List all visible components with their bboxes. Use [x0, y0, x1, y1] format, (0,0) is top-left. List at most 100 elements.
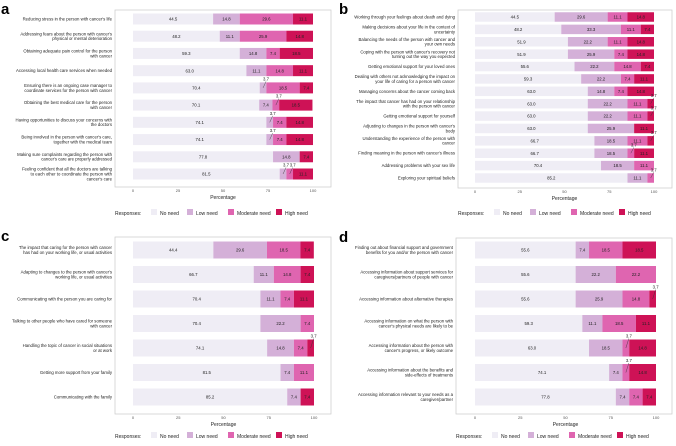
- legend-title: Responses:: [458, 211, 484, 217]
- data-label: 29.6: [262, 17, 271, 22]
- category-label-line: cancer's progress, or likely outcome: [385, 348, 454, 353]
- data-label: 14.8: [637, 52, 646, 57]
- legend-entry: Low need: [196, 434, 218, 440]
- x-tick-label: 75: [267, 415, 272, 420]
- category-label-line: Handling the topic of cancer in social s…: [23, 343, 112, 348]
- data-label: 44.5: [169, 17, 178, 22]
- data-label: 7.4: [298, 346, 305, 351]
- bar-segment-low-need: [213, 241, 267, 259]
- x-axis-label: Percentage: [553, 422, 579, 428]
- data-label: 70.4: [534, 163, 543, 168]
- x-tick-label: 50: [221, 188, 226, 193]
- category-label-line: Accessing information about support serv…: [360, 270, 453, 275]
- legend-entry: Moderate need: [237, 211, 271, 217]
- bar-segment-high-need: [647, 136, 654, 146]
- data-label: 63.0: [528, 346, 537, 351]
- category-label: Accessing information on what the person…: [364, 319, 453, 329]
- category-label-line: Addressing fears about the person with c…: [20, 31, 112, 36]
- legend-title: Responses:: [115, 434, 141, 440]
- bar-segment-moderate-need: [620, 74, 635, 84]
- bar-row: Making sure complaints regarding the per…: [17, 151, 313, 163]
- data-label: 14.8: [295, 137, 304, 142]
- x-axis-label: Percentage: [210, 195, 236, 201]
- category-label: Obtaining adequate pain control for the …: [23, 49, 112, 59]
- category-label-line: Getting emotional support for your loved…: [368, 64, 455, 69]
- category-label-line: turning out the way you expected: [392, 54, 456, 59]
- data-label: 11.1: [633, 114, 642, 119]
- category-label-line: Finding meaning in the person with cance…: [358, 151, 455, 156]
- panel-letter: b: [339, 1, 348, 18]
- category-label: Communicating with the person you are ca…: [17, 297, 112, 302]
- bar-segment-high-need: [299, 151, 313, 163]
- bar-segment-high-need: [634, 123, 654, 134]
- legend-title: Responses:: [456, 434, 482, 440]
- bar-segment-moderate-need: [614, 49, 628, 59]
- data-label: 11.1: [640, 163, 649, 168]
- bar-segment-high-need: [634, 148, 654, 158]
- bar-segment-no-need: [133, 266, 254, 283]
- category-label-line: together with the medical team: [53, 139, 112, 144]
- category-label-line: Having opportunities to discuss your con…: [16, 117, 113, 122]
- bar-segment-high-need: [286, 134, 313, 146]
- bar-row: Having opportunities to discuss your con…: [16, 111, 313, 128]
- data-label: 11.1: [614, 39, 623, 44]
- bar-segment-no-need: [133, 168, 280, 180]
- data-label: 3.7: [283, 163, 290, 168]
- bar-segment-high-need: [293, 13, 313, 25]
- data-label: 74.1: [538, 370, 547, 375]
- bar-segment-low-need: [594, 136, 628, 146]
- category-label-line: Communicating with the person you are ca…: [17, 297, 112, 302]
- data-label: 11.1: [633, 176, 642, 181]
- category-label: Coping with the person with cancer's rec…: [360, 49, 455, 59]
- bar-segment-high-need: [627, 37, 654, 47]
- bar-segment-low-need: [260, 315, 301, 332]
- category-label-line: Dealing with others not acknowledging th…: [355, 74, 456, 79]
- bar-segment-moderate-need: [634, 160, 654, 171]
- legend-swatch: [569, 432, 575, 438]
- bar-row: The impact that cancer has had on your r…: [356, 93, 657, 109]
- category-label-line: Managing concerns about the cancer comin…: [359, 89, 456, 94]
- data-label: 7.4: [284, 370, 291, 375]
- data-label: 14.8: [295, 120, 304, 125]
- data-label: 55.6: [521, 297, 530, 302]
- data-label: 48.2: [172, 34, 181, 39]
- bar-row: Understanding the experience of the pers…: [363, 130, 658, 146]
- data-label: 7.4: [284, 297, 291, 302]
- category-label-line: Addressing problems with your sex life: [382, 163, 456, 168]
- bar-row: Obtaining the best medical care for the …: [24, 94, 313, 111]
- data-label: 3.7: [651, 130, 658, 135]
- bar-segment-no-need: [475, 173, 628, 183]
- legend-title: Responses:: [115, 211, 141, 217]
- data-label: 18.5: [635, 248, 644, 253]
- bar-segment-no-need: [475, 148, 595, 158]
- data-label: 18.5: [615, 321, 624, 326]
- data-label: 14.8: [638, 370, 647, 375]
- x-tick-label: 50: [221, 415, 226, 420]
- category-label-line: Ensuring there is an ongoing case manage…: [24, 83, 113, 88]
- data-label: 11.1: [300, 297, 309, 302]
- leader-line: [269, 115, 273, 123]
- legend-swatch: [571, 209, 577, 215]
- bar-row: Accessing information about alternative …: [359, 285, 659, 308]
- category-label: Dealing with others not acknowledging th…: [355, 74, 456, 84]
- category-label-line: with cancer: [90, 323, 112, 328]
- data-label: 7.4: [303, 154, 310, 159]
- bar-row: Accessing local health care services whe…: [16, 65, 313, 77]
- legend-swatch: [228, 432, 234, 438]
- bar-row: Addressing fears about the person with c…: [20, 30, 313, 42]
- bar-segment-no-need: [133, 241, 214, 259]
- x-tick-label: 25: [518, 415, 523, 420]
- bar-segment-moderate-need: [293, 339, 308, 357]
- data-label: 11.1: [299, 68, 308, 73]
- bar-segment-no-need: [133, 82, 260, 94]
- category-label-line: Finding out about financial support and …: [355, 245, 454, 250]
- category-label: Ensuring there is an ongoing case manage…: [24, 83, 113, 93]
- leader-line: [650, 97, 654, 104]
- bar-segment-no-need: [475, 290, 576, 308]
- bar-segment-low-need: [567, 49, 615, 59]
- leader-line: [652, 289, 656, 300]
- category-label-line: coordinate services for the person with …: [24, 88, 112, 93]
- data-label: 3.7: [631, 142, 638, 147]
- bar-segment-high-need: [622, 241, 656, 259]
- data-label: 3.7: [311, 334, 318, 339]
